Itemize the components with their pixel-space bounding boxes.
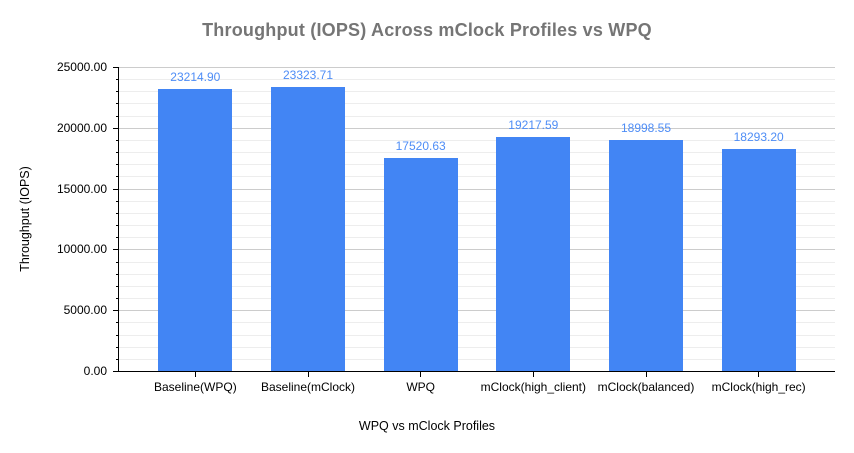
y-axis-tick-label: 25000.00 [56,60,107,74]
gridline-minor [119,139,835,141]
gridline-minor [119,176,835,178]
gridline-minor [119,298,835,300]
gridline-major [119,67,835,68]
y-axis-minor-tick [116,261,119,263]
bar-value-label: 18998.55 [620,121,672,135]
bar-mClock(high_rec) [721,149,796,371]
gridline-major [119,249,835,251]
x-axis-tick [194,372,196,377]
y-axis-major-tick [113,188,119,190]
y-axis-major-tick [113,249,119,251]
x-axis-tick [532,372,534,377]
gridline-minor [119,358,835,360]
y-axis-minor-tick [116,285,119,287]
bar-value-label: 19217.59 [508,118,559,132]
bar-mClock(balanced) [609,140,683,371]
x-axis-category-label: Baseline(WPQ) [154,380,237,394]
y-axis-minor-tick [116,115,119,117]
gridline-minor [119,212,835,214]
y-axis-tick-label: 20000.00 [56,120,107,135]
x-axis-category-label: mClock(high_rec) [711,380,806,394]
bar-value-label: 23323.71 [282,68,334,82]
gridline-major [119,188,835,190]
y-axis-minor-tick [116,298,119,300]
y-axis-minor-tick [116,152,119,154]
x-axis-category-label: mClock(balanced) [597,380,695,394]
y-axis-minor-tick [116,225,119,227]
bar-value-label: 18293.20 [733,130,784,144]
y-axis-tick-label: 0.00 [83,364,107,378]
y-axis-minor-tick [116,273,119,275]
gridline-minor [119,285,835,287]
y-axis-minor-tick [116,358,119,360]
chart-title: Throughput (IOPS) Across mClock Profiles… [202,20,652,40]
gridline-minor [119,200,835,202]
y-axis-minor-tick [116,237,119,239]
gridline-minor [119,79,835,81]
x-axis-tick [307,372,309,377]
y-axis-title: Throughput (IOPS) [18,166,32,272]
x-axis-category-label: WPQ [406,380,435,394]
gridline-minor [119,115,835,117]
x-axis-title: WPQ vs mClock Profiles [358,419,496,433]
gridline-minor [119,103,835,105]
y-axis-minor-tick [116,164,119,166]
y-axis-major-tick [113,371,119,372]
y-axis-tick-label: 5000.00 [63,303,107,318]
gridline-minor [119,91,835,93]
plot-area: 0.00 5000.00 10000.00 15000.00 20000.00 25000… [57,60,835,394]
gridline-minor [119,346,835,348]
bar-value-label: 17520.63 [395,139,446,153]
y-axis-minor-tick [116,322,119,324]
gridline-minor [119,334,835,336]
x-axis-tick [420,372,422,377]
gridline-minor [119,225,835,227]
gridline-minor [119,164,835,166]
gridline-minor [119,261,835,263]
gridline-minor [119,273,835,275]
x-axis-category-label: Baseline(mClock) [260,380,356,394]
y-axis-tick-label: 10000.00 [56,242,107,257]
y-axis-minor-tick [116,139,119,141]
gridline-major [119,310,835,312]
bar-mClock(high_client) [496,137,571,371]
y-axis-major-tick [113,127,119,129]
gridline-minor [119,322,835,324]
y-axis-minor-tick [116,212,119,214]
bar-Baseline(mClock) [271,87,345,371]
x-axis-tick [758,372,760,377]
bar-Baseline(WPQ) [158,89,233,371]
y-axis-minor-tick [116,91,119,93]
y-axis-minor-tick [116,334,119,336]
y-axis-major-tick [113,67,119,68]
x-axis-category-label: mClock(high_client) [480,380,587,394]
gridline-major [119,127,835,129]
gridline-minor [119,152,835,154]
x-axis-tick [645,372,647,377]
y-axis-minor-tick [116,103,119,105]
y-axis-minor-tick [116,346,119,348]
bar-WPQ [383,158,458,371]
y-axis-minor-tick [116,200,119,202]
gridline-minor [119,237,835,239]
y-axis-major-tick [113,310,119,312]
y-axis-minor-tick [116,176,119,178]
y-axis-tick-label: 15000.00 [56,181,107,196]
bar-value-label: 23214.90 [170,70,221,84]
y-axis-minor-tick [116,79,119,81]
